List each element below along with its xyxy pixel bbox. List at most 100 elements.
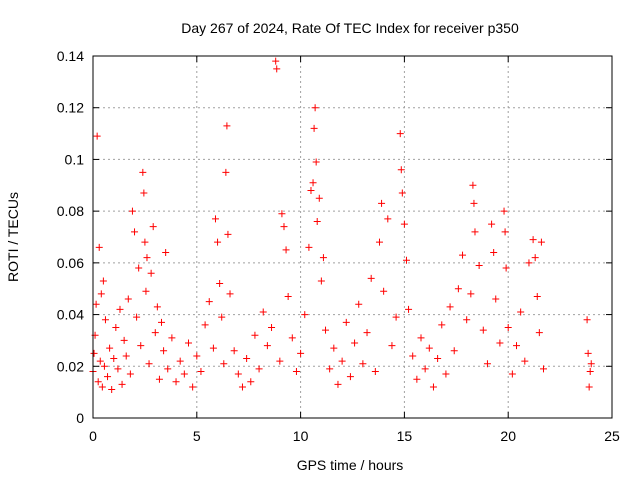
data-point: [502, 264, 510, 272]
data-point: [147, 269, 155, 277]
data-point: [223, 122, 231, 130]
data-point: [375, 238, 383, 246]
data-point: [93, 132, 101, 140]
data-point: [319, 254, 327, 262]
data-point: [508, 370, 516, 378]
data-point: [149, 223, 157, 231]
data-point: [222, 168, 230, 176]
data-point: [155, 375, 163, 383]
data-point: [470, 199, 478, 207]
data-point: [586, 367, 594, 375]
data-point: [243, 355, 251, 363]
x-tick-label: 0: [89, 428, 97, 444]
data-point: [338, 357, 346, 365]
data-point: [309, 179, 317, 187]
data-point: [145, 360, 153, 368]
data-point: [238, 383, 246, 391]
data-point: [276, 357, 284, 365]
data-point: [467, 290, 475, 298]
data-point: [108, 386, 116, 394]
data-point: [297, 349, 305, 357]
data-point: [220, 360, 228, 368]
data-point: [488, 220, 496, 228]
data-point: [525, 259, 533, 267]
data-point: [193, 352, 201, 360]
data-point: [584, 349, 592, 357]
data-point: [310, 124, 318, 132]
data-point: [128, 207, 136, 215]
data-point: [521, 357, 529, 365]
plot-border: [92, 55, 613, 419]
data-point: [585, 383, 593, 391]
data-point: [92, 300, 100, 308]
data-point: [397, 166, 405, 174]
data-point: [500, 207, 508, 215]
data-point: [463, 316, 471, 324]
data-point: [141, 238, 149, 246]
data-point: [126, 370, 134, 378]
data-point: [583, 316, 591, 324]
data-point: [402, 256, 410, 264]
data-point: [535, 329, 543, 337]
data-point: [326, 365, 334, 373]
data-point: [529, 236, 537, 244]
data-point: [151, 329, 159, 337]
data-point: [137, 342, 145, 350]
data-point: [367, 274, 375, 282]
data-point: [438, 321, 446, 329]
data-point: [513, 342, 521, 350]
x-tick-label: 25: [604, 428, 620, 444]
data-point: [378, 199, 386, 207]
data-point: [214, 238, 222, 246]
tick-marks: [92, 55, 613, 419]
data-point: [94, 378, 102, 386]
data-point: [282, 246, 290, 254]
data-point: [537, 238, 545, 246]
data-point: [392, 313, 400, 321]
data-point: [112, 324, 120, 331]
data-point: [140, 189, 148, 197]
data-point: [176, 357, 184, 365]
y-tick-label: 0.08: [57, 203, 84, 219]
data-point: [139, 168, 147, 176]
data-point: [533, 292, 541, 300]
data-point: [90, 349, 98, 357]
data-point: [322, 326, 330, 334]
data-point: [278, 210, 286, 218]
data-point: [96, 357, 104, 365]
data-point: [312, 158, 320, 166]
y-tick-label: 0.06: [57, 255, 84, 271]
y-tick-label: 0.12: [57, 100, 84, 116]
data-point: [587, 360, 595, 368]
data-point: [459, 251, 467, 259]
data-point: [259, 308, 267, 316]
data-point: [288, 334, 296, 342]
data-point: [531, 254, 539, 262]
data-point: [273, 65, 281, 73]
x-tick-label: 5: [193, 428, 201, 444]
data-point: [425, 344, 433, 352]
data-point: [429, 383, 437, 391]
data-point: [218, 313, 226, 321]
data-point: [413, 375, 421, 383]
data-point: [142, 287, 150, 295]
data-point: [490, 249, 498, 257]
data-point: [305, 243, 313, 251]
data-point: [492, 295, 500, 303]
data-point: [180, 370, 188, 378]
data-point: [384, 215, 392, 223]
data-point: [268, 324, 276, 331]
data-point: [133, 313, 141, 321]
data-point: [421, 365, 429, 373]
data-point: [110, 355, 118, 363]
data-point: [95, 243, 103, 251]
y-tick-labels: 0 0.02 0.04 0.06 0.08 0.1 0.12 0.14: [57, 48, 84, 426]
data-point: [114, 365, 122, 373]
data-point: [483, 360, 491, 368]
data-point: [380, 287, 388, 295]
data-point: [135, 264, 143, 272]
data-point: [346, 373, 354, 381]
data-point: [168, 334, 176, 342]
data-point: [100, 362, 108, 370]
